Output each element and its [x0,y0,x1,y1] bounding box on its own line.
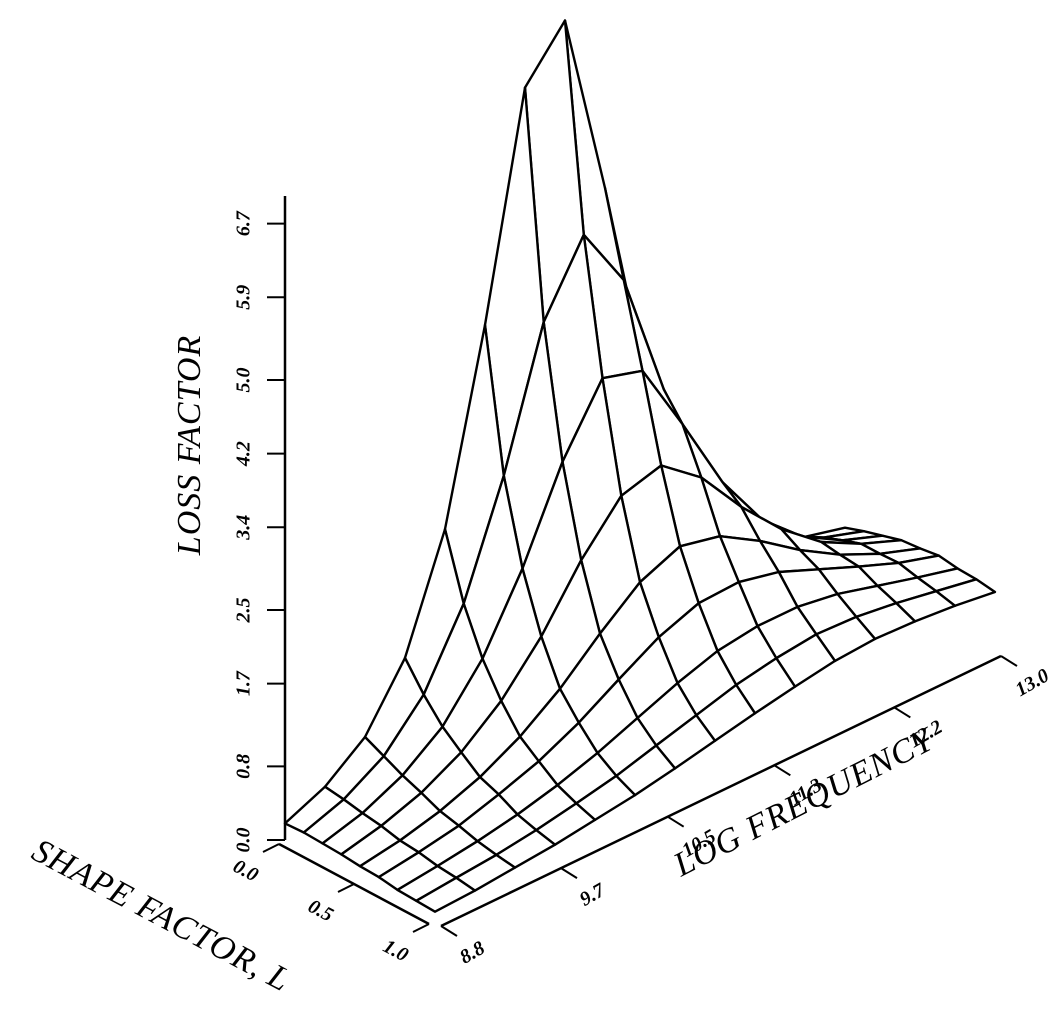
surface-cell [415,876,477,913]
x-tick [560,867,578,879]
x-tick [667,815,685,828]
y-tick [262,843,280,853]
y-tick [412,923,430,933]
z-tick-label: 0.8 [233,754,255,779]
x-tick [893,706,911,719]
z-tick-label: 6.7 [233,210,255,236]
z-tick-label: 4.2 [233,441,255,467]
z-tick-label: 5.9 [233,285,255,310]
z-tick-label: 5.0 [233,368,255,393]
z-axis-title: LOSS FACTOR [171,335,208,556]
z-tick-label: 1.7 [233,670,255,696]
z-tick-label: 3.4 [233,515,255,541]
z-tick-label: 0.0 [233,828,255,853]
x-tick [440,925,458,937]
z-tick-label: 2.5 [233,598,255,624]
x-axis-line [440,654,1002,928]
y-tick [337,883,355,893]
x-tick [1000,655,1018,667]
x-tick [773,764,791,777]
